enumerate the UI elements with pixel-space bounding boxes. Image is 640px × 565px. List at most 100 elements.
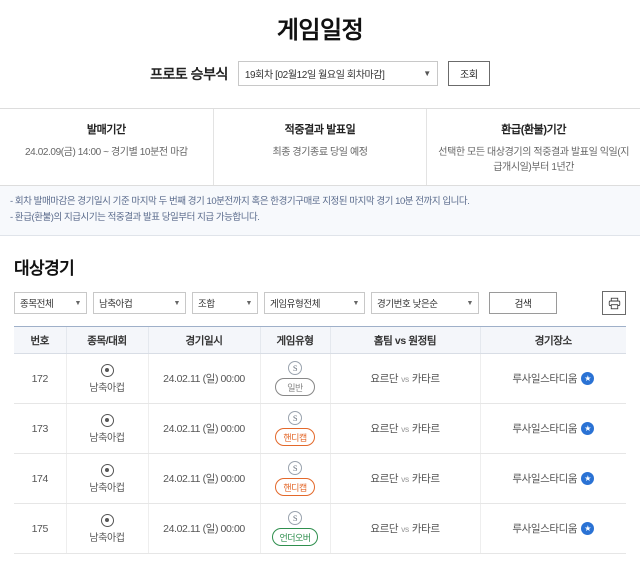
home-team: 요르단	[370, 423, 399, 436]
column-header-sport: 종목/대회	[65, 326, 148, 355]
sort-filter-value: 경기번호 낮은순	[377, 299, 438, 311]
cell-datetime: 24.02.11 (일) 00:00	[147, 353, 260, 405]
round-select-value: 19회차 [02월12일 월요일 회차마감]	[244, 70, 385, 81]
cell-gametype: S 언더오버	[259, 503, 330, 555]
table-row[interactable]: 173 남축아컵 24.02.11 (일) 00:00 S 핸디캡 요르단 vs 카타르 루사일…	[14, 403, 626, 455]
cell-gametype: S 일반	[259, 353, 330, 405]
gametype-badge: 핸디캡	[275, 428, 315, 447]
chevron-down-icon: ▼	[466, 299, 473, 307]
sport-filter[interactable]: 종목전체 ▼	[14, 292, 87, 315]
vs-label: vs	[401, 524, 409, 535]
away-team: 카타르	[411, 423, 440, 436]
star-icon[interactable]: ★	[581, 372, 595, 386]
venue-name: 루사일스타디움	[512, 473, 578, 486]
info-panel: 발매기간 24.02.09(금) 14:00 ~ 경기별 10분전 마감 적중결…	[0, 108, 640, 186]
search-button[interactable]: 검색	[489, 292, 557, 315]
cell-sport: 남축아컵	[65, 403, 148, 455]
s-mark-icon: S	[288, 361, 302, 376]
chevron-down-icon: ▼	[245, 299, 252, 307]
sport-name: 남축아컵	[89, 382, 125, 394]
s-mark-icon: S	[288, 511, 302, 526]
info-body: 24.02.09(금) 14:00 ~ 경기별 10분전 마감	[25, 147, 188, 158]
chevron-down-icon: ▼	[423, 69, 431, 78]
away-team: 카타르	[411, 373, 440, 386]
column-header-venue: 경기장소	[479, 326, 626, 355]
star-icon[interactable]: ★	[581, 422, 595, 436]
combination-filter-value: 조합	[198, 299, 215, 311]
cell-datetime: 24.02.11 (일) 00:00	[147, 453, 260, 505]
star-icon[interactable]: ★	[581, 522, 595, 536]
soccer-ball-icon	[100, 413, 114, 427]
info-body: 최종 경기종료 당일 예정	[272, 147, 368, 158]
print-button[interactable]	[602, 291, 626, 316]
cell-match-no: 173	[14, 403, 66, 455]
s-mark-icon: S	[288, 461, 302, 476]
printer-icon	[608, 297, 620, 309]
cell-gametype: S 핸디캡	[259, 403, 330, 455]
chevron-down-icon: ▼	[173, 299, 180, 307]
gametype-filter[interactable]: 게임유형전체 ▼	[264, 292, 365, 315]
info-cell-sales-period: 발매기간 24.02.09(금) 14:00 ~ 경기별 10분전 마감	[0, 109, 214, 185]
column-header-teams: 홈팀 vs 원정팀	[329, 326, 480, 355]
gametype-badge: 일반	[275, 378, 315, 397]
cell-sport: 남축아컵	[65, 353, 148, 405]
chevron-down-icon: ▼	[352, 299, 359, 307]
gametype-badge: 핸디캡	[275, 478, 315, 497]
cell-datetime: 24.02.11 (일) 00:00	[147, 503, 260, 555]
cell-teams: 요르단 vs 카타르	[329, 453, 480, 505]
cell-sport: 남축아컵	[65, 453, 148, 505]
cell-venue: 루사일스타디움 ★	[479, 453, 626, 505]
column-header-gametype: 게임유형	[259, 326, 330, 355]
note-line: - 환급(환불)의 지급시기는 적중결과 발표 당일부터 지급 가능합니다.	[10, 212, 260, 224]
info-head: 적중결과 발표일	[284, 124, 356, 136]
cell-teams: 요르단 vs 카타르	[329, 403, 480, 455]
cell-match-no: 174	[14, 453, 66, 505]
table-row[interactable]: 172 남축아컵 24.02.11 (일) 00:00 S 일반 요르단 vs 카타르 루사일스…	[14, 353, 626, 405]
combination-filter[interactable]: 조합 ▼	[192, 292, 258, 315]
section-title: 대상경기	[14, 259, 75, 279]
column-header-datetime: 경기일시	[147, 326, 260, 355]
sport-filter-value: 종목전체	[20, 299, 54, 311]
table-row[interactable]: 174 남축아컵 24.02.11 (일) 00:00 S 핸디캡 요르단 vs 카타르 루사일…	[14, 453, 626, 505]
table-row[interactable]: 175 남축아컵 24.02.11 (일) 00:00 S 언더오버 요르단 vs 카타르 루사…	[14, 503, 626, 555]
note-line: - 회차 발매마감은 경기일시 기준 마지막 두 번째 경기 10분전까지 혹은…	[10, 196, 470, 207]
gametype-filter-value: 게임유형전체	[270, 299, 321, 311]
cell-venue: 루사일스타디움 ★	[479, 353, 626, 405]
league-filter[interactable]: 남축아컵 ▼	[93, 292, 186, 315]
column-header-no: 번호	[14, 326, 66, 355]
cell-datetime: 24.02.11 (일) 00:00	[147, 403, 260, 455]
round-select[interactable]: 19회차 [02월12일 월요일 회차마감] ▼	[237, 61, 438, 86]
sort-filter[interactable]: 경기번호 낮은순 ▼	[371, 292, 479, 315]
round-label: 프로토 승부식	[150, 65, 228, 82]
chevron-down-icon: ▼	[74, 299, 81, 307]
s-mark-icon: S	[288, 411, 302, 426]
filter-bar: 종목전체 ▼ 남축아컵 ▼ 조합 ▼ 게임유형전체 ▼ 경기번호 낮은순 ▼ 검…	[14, 291, 640, 316]
schedule-table: 번호 종목/대회 경기일시 게임유형 홈팀 vs 원정팀 경기장소 172 남축아…	[14, 326, 626, 555]
info-cell-result-date: 적중결과 발표일 최종 경기종료 당일 예정	[214, 109, 428, 185]
info-head: 발매기간	[86, 124, 126, 136]
table-header-row: 번호 종목/대회 경기일시 게임유형 홈팀 vs 원정팀 경기장소	[14, 326, 626, 355]
home-team: 요르단	[370, 373, 399, 386]
soccer-ball-icon	[100, 463, 114, 477]
notes-panel: - 회차 발매마감은 경기일시 기준 마지막 두 번째 경기 10분전까지 혹은…	[0, 186, 640, 237]
cell-venue: 루사일스타디움 ★	[479, 503, 626, 555]
away-team: 카타르	[411, 523, 440, 536]
vs-label: vs	[401, 474, 409, 485]
cell-teams: 요르단 vs 카타르	[329, 353, 480, 405]
sport-name: 남축아컵	[89, 482, 125, 494]
away-team: 카타르	[411, 473, 440, 486]
soccer-ball-icon	[100, 363, 114, 377]
inquiry-button[interactable]: 조회	[447, 61, 490, 86]
home-team: 요르단	[370, 523, 399, 536]
venue-name: 루사일스타디움	[512, 373, 578, 386]
venue-name: 루사일스타디움	[512, 423, 578, 436]
round-selector-bar: 프로토 승부식 19회차 [02월12일 월요일 회차마감] ▼ 조회	[0, 61, 640, 86]
star-icon[interactable]: ★	[581, 472, 595, 486]
info-body: 선택한 모든 대상경기의 적중결과 발표일 익일(지급개시일)부터 1년간	[438, 147, 630, 173]
cell-sport: 남축아컵	[65, 503, 148, 555]
vs-label: vs	[401, 424, 409, 435]
cell-match-no: 172	[14, 353, 66, 405]
venue-name: 루사일스타디움	[512, 523, 578, 536]
page-title: 게임일정	[276, 17, 364, 44]
info-head: 환급(환불)기간	[501, 124, 567, 136]
